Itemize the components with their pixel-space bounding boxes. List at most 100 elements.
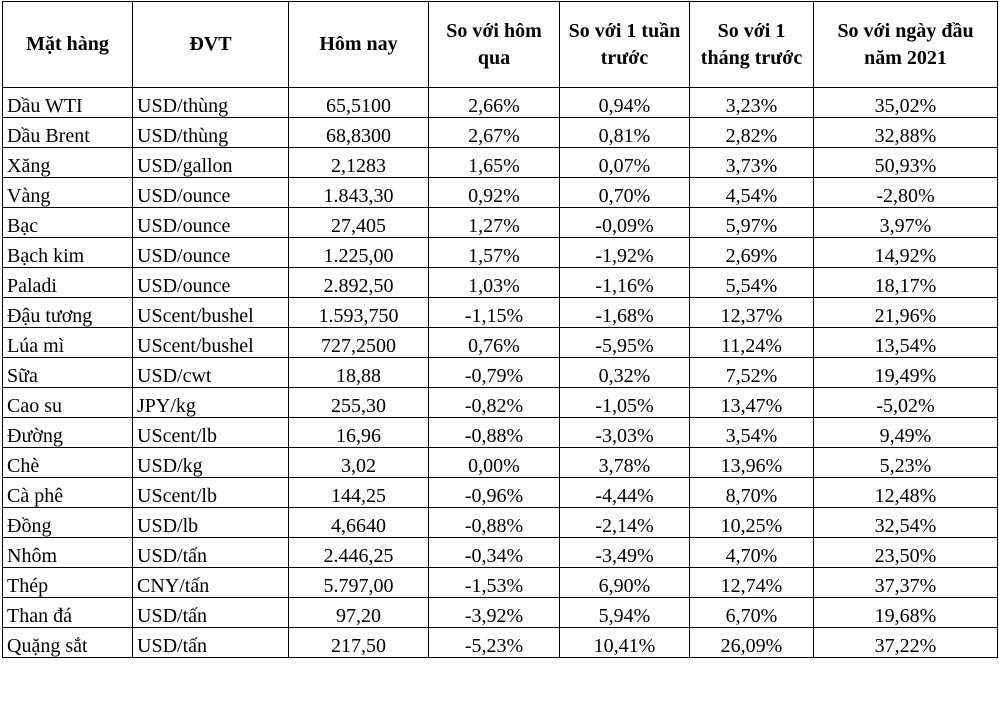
vs-year-start-cell: 23,50% [813,537,998,568]
table-row: Cao su JPY/kg 255,30 -0,82% -1,05% 13,47% -5,0… [2,387,998,418]
vs-yesterday-cell: 0,00% [428,447,560,478]
today-cell: 1.225,00 [288,237,429,268]
vs-week-cell: 10,41% [559,627,690,658]
commodity-cell: Dầu Brent [2,117,133,148]
vs-week-cell: -4,44% [559,477,690,508]
vs-year-start-cell: 3,97% [813,207,998,238]
unit-cell: USD/thùng [132,87,289,118]
vs-week-cell: -1,92% [559,237,690,268]
vs-month-cell: 10,25% [689,507,814,538]
header-vs-week: So với 1 tuần trước [559,1,690,88]
unit-cell: USD/tấn [132,537,289,568]
vs-yesterday-cell: 0,76% [428,327,560,358]
commodity-cell: Sữa [2,357,133,388]
commodity-cell: Đậu tương [2,297,133,328]
today-cell: 18,88 [288,357,429,388]
vs-year-start-cell: 5,23% [813,447,998,478]
today-cell: 5.797,00 [288,567,429,598]
vs-week-cell: -2,14% [559,507,690,538]
commodity-cell: Chè [2,447,133,478]
unit-cell: UScent/bushel [132,327,289,358]
header-vs-year-start: So với ngày đầu năm 2021 [813,1,998,88]
header-vs-yesterday: So với hôm qua [428,1,560,88]
vs-year-start-cell: 37,37% [813,567,998,598]
vs-week-cell: -5,95% [559,327,690,358]
commodity-cell: Dầu WTI [2,87,133,118]
today-cell: 27,405 [288,207,429,238]
table-row: Cà phê UScent/lb 144,25 -0,96% -4,44% 8,70% 12… [2,477,998,508]
vs-year-start-cell: 19,68% [813,597,998,628]
vs-week-cell: -1,16% [559,267,690,298]
vs-year-start-cell: 32,54% [813,507,998,538]
vs-week-cell: 3,78% [559,447,690,478]
vs-yesterday-cell: -0,88% [428,417,560,448]
vs-week-cell: -1,05% [559,387,690,418]
vs-week-cell: 0,94% [559,87,690,118]
vs-year-start-cell: 18,17% [813,267,998,298]
vs-year-start-cell: 9,49% [813,417,998,448]
vs-yesterday-cell: 2,66% [428,87,560,118]
header-unit: ĐVT [132,1,289,88]
unit-cell: UScent/bushel [132,297,289,328]
commodity-cell: Nhôm [2,537,133,568]
table-row: Paladi USD/ounce 2.892,50 1,03% -1,16% 5,54% 1… [2,267,998,298]
vs-month-cell: 6,70% [689,597,814,628]
header-vs-month: So với 1 tháng trước [689,1,814,88]
unit-cell: USD/cwt [132,357,289,388]
table-row: Sữa USD/cwt 18,88 -0,79% 0,32% 7,52% 19,49% [2,357,998,388]
vs-yesterday-cell: 1,27% [428,207,560,238]
commodity-cell: Bạc [2,207,133,238]
vs-year-start-cell: 14,92% [813,237,998,268]
vs-yesterday-cell: -0,34% [428,537,560,568]
today-cell: 255,30 [288,387,429,418]
today-cell: 727,2500 [288,327,429,358]
today-cell: 2.892,50 [288,267,429,298]
today-cell: 1.593,750 [288,297,429,328]
today-cell: 144,25 [288,477,429,508]
vs-yesterday-cell: -1,53% [428,567,560,598]
vs-year-start-cell: 37,22% [813,627,998,658]
vs-week-cell: 0,07% [559,147,690,178]
vs-yesterday-cell: -3,92% [428,597,560,628]
today-cell: 2.446,25 [288,537,429,568]
vs-week-cell: -3,49% [559,537,690,568]
commodity-cell: Thép [2,567,133,598]
today-cell: 97,20 [288,597,429,628]
table-row: Quặng sắt USD/tấn 217,50 -5,23% 10,41% 26,09%… [2,627,998,658]
vs-year-start-cell: 32,88% [813,117,998,148]
vs-month-cell: 26,09% [689,627,814,658]
commodity-cell: Paladi [2,267,133,298]
table-row: Đường UScent/lb 16,96 -0,88% -3,03% 3,54% 9,49… [2,417,998,448]
vs-week-cell: -0,09% [559,207,690,238]
today-cell: 16,96 [288,417,429,448]
table-body: Dầu WTI USD/thùng 65,5100 2,66% 0,94% 3,23% 35… [2,87,998,658]
vs-yesterday-cell: -0,96% [428,477,560,508]
today-cell: 4,6640 [288,507,429,538]
vs-yesterday-cell: 2,67% [428,117,560,148]
today-cell: 217,50 [288,627,429,658]
table-row: Vàng USD/ounce 1.843,30 0,92% 0,70% 4,54% -2,8… [2,177,998,208]
table-row: Bạch kim USD/ounce 1.225,00 1,57% -1,92% 2,69… [2,237,998,268]
vs-month-cell: 3,54% [689,417,814,448]
vs-week-cell: -1,68% [559,297,690,328]
vs-month-cell: 13,47% [689,387,814,418]
unit-cell: JPY/kg [132,387,289,418]
commodity-cell: Vàng [2,177,133,208]
unit-cell: CNY/tấn [132,567,289,598]
vs-month-cell: 4,70% [689,537,814,568]
vs-week-cell: 0,32% [559,357,690,388]
vs-month-cell: 2,82% [689,117,814,148]
vs-year-start-cell: 12,48% [813,477,998,508]
vs-yesterday-cell: -5,23% [428,627,560,658]
vs-yesterday-cell: -0,82% [428,387,560,418]
vs-year-start-cell: 21,96% [813,297,998,328]
vs-month-cell: 3,73% [689,147,814,178]
header-today: Hôm nay [288,1,429,88]
commodity-price-table: Mặt hàng ĐVT Hôm nay So với hôm qua So v… [2,1,998,658]
table-row: Xăng USD/gallon 2,1283 1,65% 0,07% 3,73% 50,93… [2,147,998,178]
vs-yesterday-cell: 1,65% [428,147,560,178]
header-commodity: Mặt hàng [2,1,133,88]
vs-week-cell: -3,03% [559,417,690,448]
today-cell: 65,5100 [288,87,429,118]
table-row: Dầu Brent USD/thùng 68,8300 2,67% 0,81% 2,82%… [2,117,998,148]
